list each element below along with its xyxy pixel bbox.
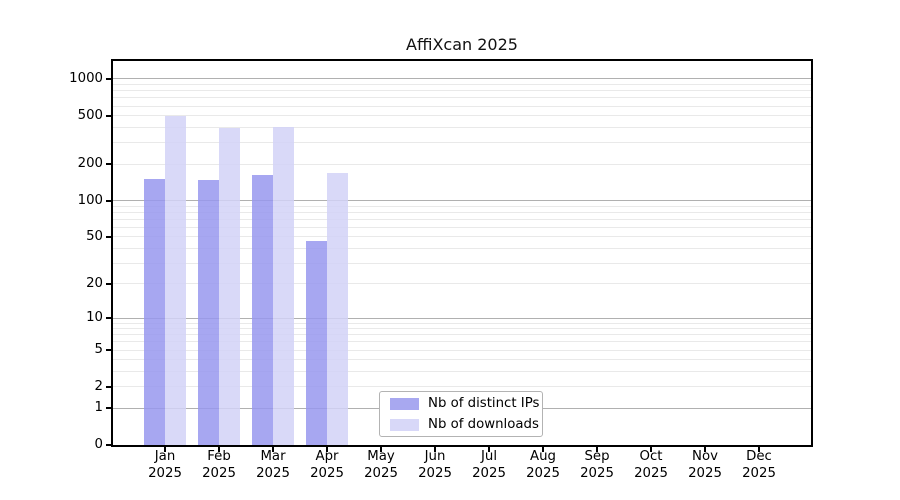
y-tick-label: 20 [86, 275, 103, 291]
x-tick [272, 447, 274, 452]
y-tick [106, 407, 111, 410]
x-tick [704, 447, 706, 452]
gridline-minor [113, 126, 811, 128]
y-tick [106, 385, 111, 388]
gridline-minor [113, 205, 811, 207]
gridline-minor [113, 97, 811, 99]
x-tick-label: Jan 2025 [148, 449, 182, 481]
y-tick-label: 5 [94, 342, 103, 358]
gridline-major [113, 317, 811, 319]
y-tick [106, 317, 111, 319]
legend-item-downloads: Nb of downloads [380, 415, 542, 434]
x-tick [758, 447, 760, 452]
x-tick-label: Apr 2025 [310, 449, 344, 481]
bar-distinct-ips-jan [144, 179, 165, 445]
gridline-minor [113, 247, 811, 249]
bar-distinct-ips-feb [198, 179, 219, 445]
gridline-minor [113, 322, 811, 324]
y-tick-label: 0 [94, 437, 103, 452]
x-tick [164, 447, 166, 452]
x-tick-label: Dec 2025 [742, 449, 776, 481]
y-tick [106, 282, 111, 285]
bar-downloads-jan [165, 115, 186, 445]
x-tick-label: Jun 2025 [418, 449, 452, 481]
x-tick-label: Mar 2025 [256, 449, 290, 481]
gridline-minor [113, 211, 811, 213]
bar-downloads-mar [273, 126, 294, 445]
gridline-minor [113, 218, 811, 220]
x-tick-label: Oct 2025 [634, 449, 668, 481]
gridline-minor [113, 371, 811, 372]
gridline-minor [113, 90, 811, 92]
gridline-minor [113, 386, 811, 388]
y-tick-label: 1 [94, 400, 103, 416]
y-tick-label: 100 [77, 192, 103, 208]
gridline-major [113, 78, 811, 80]
gridline-minor [113, 226, 811, 228]
bar-distinct-ips-apr [306, 241, 327, 445]
x-tick [650, 447, 652, 452]
gridline-minor [113, 283, 811, 285]
gridline-major [113, 200, 811, 201]
x-tick-label: Feb 2025 [202, 449, 236, 481]
gridline-minor [113, 163, 811, 165]
x-tick [596, 447, 598, 452]
y-tick-label: 200 [77, 156, 103, 171]
x-tick [380, 447, 382, 452]
bar-downloads-apr [327, 172, 348, 445]
x-tick [218, 447, 220, 452]
x-tick [542, 447, 544, 452]
x-tick [326, 447, 328, 452]
y-tick [106, 235, 111, 238]
y-tick-label: 500 [77, 107, 103, 123]
y-tick [106, 77, 111, 80]
legend-item-distinct-ips: Nb of distinct IPs [380, 394, 542, 413]
x-tick-label: Nov 2025 [688, 449, 722, 481]
gridline-minor [113, 359, 811, 361]
gridline-minor [113, 328, 811, 330]
y-tick [106, 114, 111, 117]
gridline-minor [113, 334, 811, 336]
y-tick-label: 50 [86, 228, 103, 244]
legend-swatch-distinct-ips [390, 397, 419, 410]
gridline-minor [113, 115, 811, 117]
x-tick [434, 447, 436, 452]
gridline-minor [113, 262, 811, 264]
legend: Nb of distinct IPs Nb of downloads [379, 391, 543, 437]
gridline-minor [113, 236, 811, 238]
bar-downloads-feb [219, 127, 240, 445]
y-tick [106, 163, 111, 165]
y-tick-label: 1000 [69, 70, 103, 86]
legend-swatch-downloads [390, 418, 419, 431]
y-tick-label: 2 [94, 378, 103, 394]
gridline-minor [113, 84, 811, 85]
y-tick [106, 199, 111, 202]
legend-label-distinct-ips: Nb of distinct IPs [428, 396, 540, 411]
bar-distinct-ips-mar [252, 175, 273, 445]
x-tick [488, 447, 490, 452]
x-tick-label: Jul 2025 [472, 449, 506, 481]
gridline-minor [113, 105, 811, 107]
legend-label-downloads: Nb of downloads [428, 417, 539, 432]
x-tick-label: Sep 2025 [580, 449, 614, 481]
y-tick [106, 444, 111, 446]
y-tick [106, 349, 111, 352]
x-tick-label: May 2025 [364, 449, 398, 481]
gridline-minor [113, 341, 811, 343]
x-tick-label: Aug 2025 [526, 449, 560, 481]
gridline-minor [113, 142, 811, 144]
gridline-minor [113, 349, 811, 351]
chart-title: AffiXcan 2025 [406, 35, 518, 54]
y-tick-label: 10 [86, 310, 103, 325]
